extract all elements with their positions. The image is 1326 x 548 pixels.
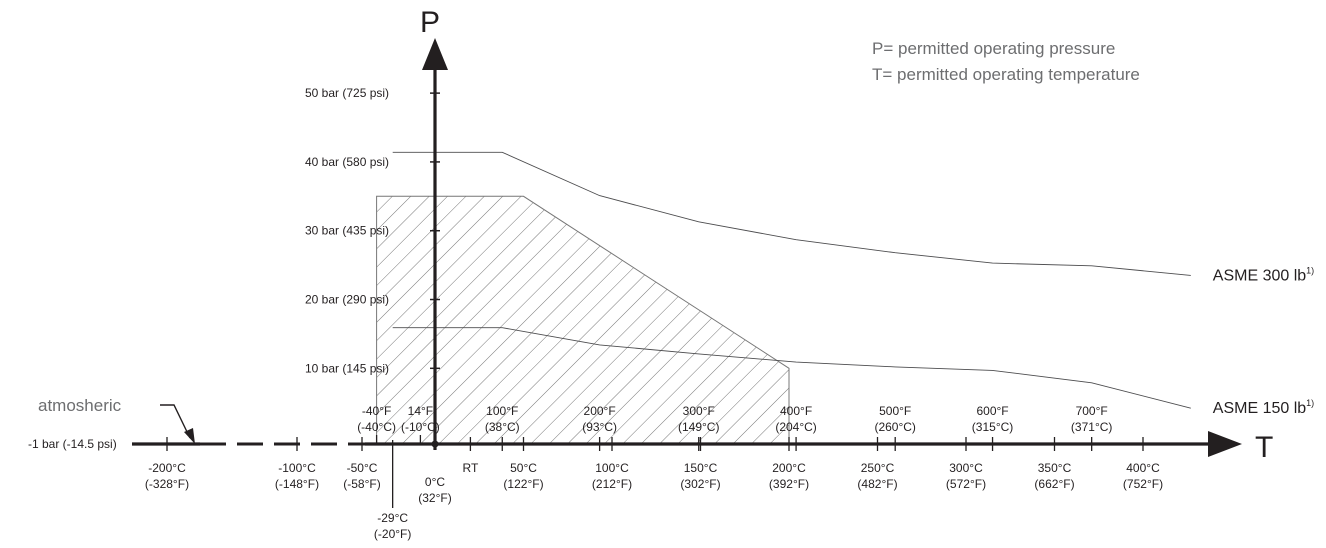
x-bottom-label-0: -200°C	[148, 461, 186, 475]
y-tick-label-2: 30 bar (435 psi)	[305, 224, 389, 238]
x-bottom-label-5: 50°C	[510, 461, 537, 475]
y-axis-arrow	[422, 38, 448, 70]
x-bottom-label-7: 150°C	[684, 461, 718, 475]
x-top-label-7: 600°F	[976, 404, 1008, 418]
y-tick-label-0: 50 bar (725 psi)	[305, 86, 389, 100]
y-axis-title: P	[420, 6, 440, 39]
x-bottom-label-10: 300°C	[949, 461, 983, 475]
x-top-label-4: 300°F	[683, 404, 715, 418]
x-top-label-sub-7: (315°C)	[972, 420, 1013, 434]
x-bottom-label-sub-2: (-58°F)	[343, 477, 380, 491]
atmospheric-pointer-head	[184, 428, 195, 444]
x-top-label-sub-4: (149°C)	[678, 420, 719, 434]
x-top-label-3: 200°F	[584, 404, 616, 418]
x-bottom-label-sub-9: (482°F)	[857, 477, 897, 491]
x-bottom-label-sub-3: (32°F)	[418, 491, 451, 505]
x-top-label-sub-3: (93°C)	[582, 420, 617, 434]
x-axis-title: T	[1255, 431, 1273, 464]
x-top-label-1: 14°F	[408, 404, 433, 418]
x-top-label-6: 500°F	[879, 404, 911, 418]
x-bottom-label-4: RT	[463, 461, 479, 475]
legend-pressure: P= permitted operating pressure	[872, 39, 1115, 58]
x-bottom-label-sub-7: (302°F)	[680, 477, 720, 491]
y-tick-label-5: -1 bar (-14.5 psi)	[28, 437, 117, 451]
x-bottom-label-3: 0°C	[425, 475, 445, 489]
y-tick-label-4: 10 bar (145 psi)	[305, 361, 389, 375]
x-top-label-sub-2: (38°C)	[485, 420, 520, 434]
series-label-1: ASME 150 lb1)	[1213, 398, 1314, 417]
series-line-1	[392, 327, 1191, 409]
y-tick-label-1: 40 bar (580 psi)	[305, 155, 389, 169]
x-top-label-0: -40°F	[362, 404, 391, 418]
x-top-label-sub-0: (-40°C)	[357, 420, 396, 434]
x-bottom-label-8: 200°C	[772, 461, 806, 475]
x-axis-arrow	[1208, 431, 1242, 457]
marker-low-label-sub: (-20°F)	[374, 527, 411, 541]
marker-low-label: -29°C	[377, 511, 408, 525]
x-top-label-5: 400°F	[780, 404, 812, 418]
x-bottom-label-sub-11: (662°F)	[1034, 477, 1074, 491]
x-top-label-2: 100°F	[486, 404, 518, 418]
x-bottom-label-sub-0: (-328°F)	[145, 477, 189, 491]
x-bottom-label-sub-10: (572°F)	[946, 477, 986, 491]
atmospheric-pointer	[160, 404, 191, 439]
x-bottom-label-9: 250°C	[861, 461, 895, 475]
x-bottom-label-6: 100°C	[595, 461, 629, 475]
x-top-label-sub-8: (371°C)	[1071, 420, 1112, 434]
atmospheric-label: atmosheric	[38, 396, 122, 415]
x-top-label-sub-1: (-10°C)	[401, 420, 440, 434]
x-bottom-label-12: 400°C	[1126, 461, 1160, 475]
x-bottom-label-sub-12: (752°F)	[1123, 477, 1163, 491]
origin-dot	[431, 440, 439, 448]
x-top-label-sub-5: (204°C)	[775, 420, 816, 434]
x-bottom-label-2: -50°C	[347, 461, 378, 475]
x-bottom-label-sub-5: (122°F)	[503, 477, 543, 491]
y-tick-label-3: 20 bar (290 psi)	[305, 293, 389, 307]
x-bottom-label-sub-1: (-148°F)	[275, 477, 319, 491]
x-bottom-label-1: -100°C	[278, 461, 316, 475]
x-top-label-sub-6: (260°C)	[874, 420, 915, 434]
x-bottom-label-11: 350°C	[1038, 461, 1072, 475]
series-line-0	[392, 151, 1191, 276]
x-bottom-label-sub-8: (392°F)	[769, 477, 809, 491]
legend-temperature: T= permitted operating temperature	[872, 65, 1140, 84]
series-label-0: ASME 300 lb1)	[1213, 265, 1314, 284]
x-top-label-8: 700°F	[1076, 404, 1108, 418]
x-bottom-label-sub-6: (212°F)	[592, 477, 632, 491]
